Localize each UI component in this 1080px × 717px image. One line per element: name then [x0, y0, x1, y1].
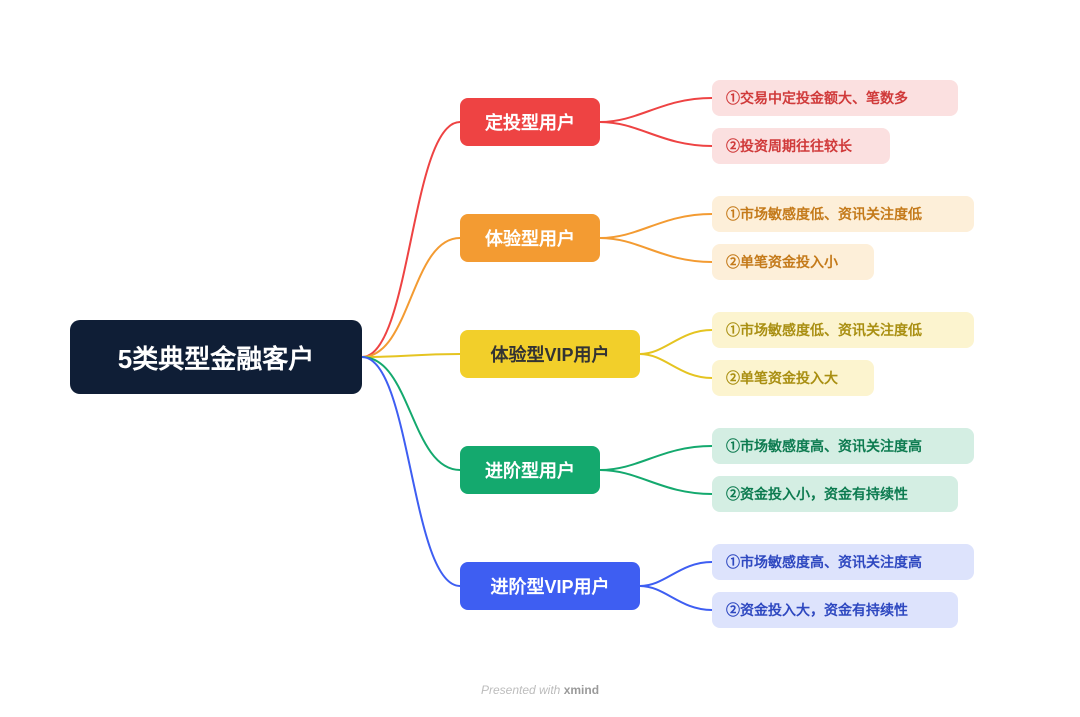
footer: Presented with xmind [0, 683, 1080, 697]
branch-node[interactable]: 进阶型用户 [460, 446, 600, 494]
leaf-node[interactable]: ①市场敏感度高、资讯关注度高 [712, 428, 974, 464]
root-node[interactable]: 5类典型金融客户 [70, 320, 362, 394]
leaf-node[interactable]: ①交易中定投金额大、笔数多 [712, 80, 958, 116]
leaf-node[interactable]: ①市场敏感度低、资讯关注度低 [712, 312, 974, 348]
branch-node[interactable]: 体验型VIP用户 [460, 330, 640, 378]
leaf-node[interactable]: ②投资周期往往较长 [712, 128, 890, 164]
branch-node[interactable]: 定投型用户 [460, 98, 600, 146]
footer-brand: xmind [564, 683, 599, 697]
leaf-node[interactable]: ①市场敏感度高、资讯关注度高 [712, 544, 974, 580]
mindmap-canvas: 5类典型金融客户 定投型用户 ①交易中定投金额大、笔数多 ②投资周期往往较长体验型用户… [0, 0, 1080, 717]
leaf-node[interactable]: ②资金投入小，资金有持续性 [712, 476, 958, 512]
footer-prefix: Presented with [481, 683, 564, 697]
branch-node[interactable]: 进阶型VIP用户 [460, 562, 640, 610]
leaf-node[interactable]: ②单笔资金投入小 [712, 244, 874, 280]
leaf-node[interactable]: ①市场敏感度低、资讯关注度低 [712, 196, 974, 232]
leaf-node[interactable]: ②资金投入大，资金有持续性 [712, 592, 958, 628]
branch-node[interactable]: 体验型用户 [460, 214, 600, 262]
leaf-node[interactable]: ②单笔资金投入大 [712, 360, 874, 396]
